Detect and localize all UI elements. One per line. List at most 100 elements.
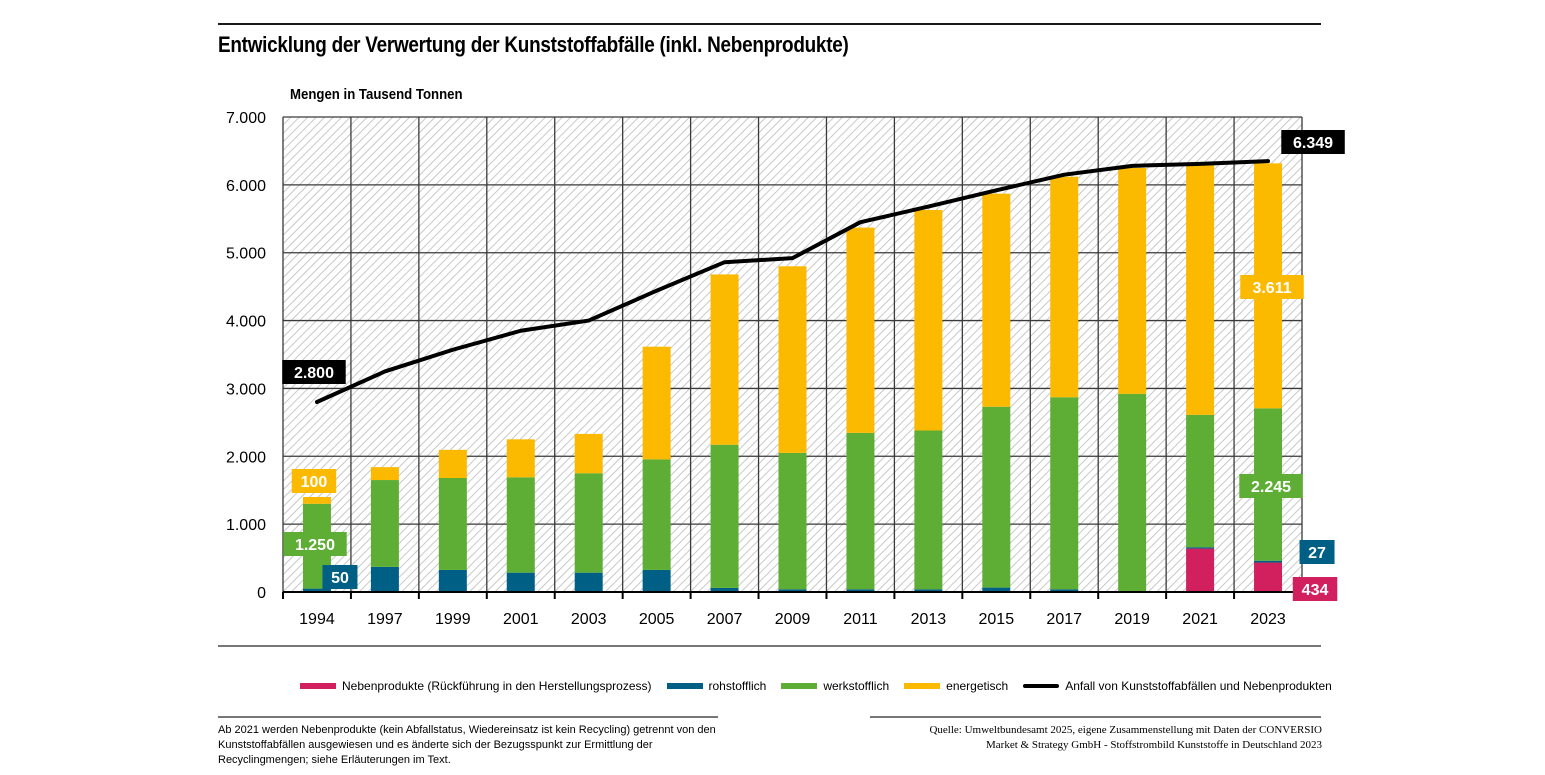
legend-swatch-rohstofflich bbox=[666, 683, 703, 689]
top-rule bbox=[218, 23, 1321, 25]
x-tick-label: 2017 bbox=[1046, 611, 1082, 628]
bar-segment-werkstofflich bbox=[778, 452, 807, 590]
bar-segment-energetisch bbox=[846, 227, 875, 433]
source-line-2: Market & Strategy GmbH - Stoffstrombild … bbox=[986, 739, 1322, 751]
legend-swatch-energetisch bbox=[904, 683, 941, 689]
bar-segment-rohstofflich bbox=[778, 589, 807, 592]
footer-rule-right bbox=[870, 716, 1321, 718]
bar-segment-werkstofflich bbox=[846, 432, 875, 590]
chart-title: Entwicklung der Verwertung der Kunststof… bbox=[218, 32, 849, 57]
footnote: Ab 2021 werden Nebenprodukte (kein Abfal… bbox=[218, 724, 716, 766]
bar-segment-nebenprodukte bbox=[1254, 562, 1283, 592]
x-axis-tick-labels: 1994 1997 1999 2001 2003 2005 2007 2009 2011 2013… bbox=[299, 611, 1286, 628]
x-tick-label: 2019 bbox=[1114, 611, 1150, 628]
divider bbox=[218, 645, 1321, 647]
x-tick-label: 2011 bbox=[843, 611, 878, 628]
x-tick-label: 2021 bbox=[1182, 611, 1218, 628]
legend-label: energetisch bbox=[946, 679, 1009, 693]
x-tick-label: 2003 bbox=[571, 611, 607, 628]
bar-segment-energetisch bbox=[710, 274, 739, 445]
bar-segment-rohstofflich bbox=[506, 572, 535, 592]
y-tick-label: 2.000 bbox=[226, 449, 266, 466]
y-tick-label: 4.000 bbox=[226, 314, 266, 331]
bar-segment-rohstofflich bbox=[914, 589, 943, 592]
data-label-line-2023-box bbox=[1281, 130, 1345, 154]
legend-label: Nebenprodukte (Rückführung in den Herste… bbox=[342, 679, 652, 693]
bar-segment-rohstofflich bbox=[846, 589, 875, 592]
legend-label: werkstofflich bbox=[823, 679, 890, 693]
bar-segment-werkstofflich bbox=[438, 478, 467, 570]
data-label-nebenprodukte-2023-box bbox=[1292, 577, 1338, 601]
x-tick-label: 2009 bbox=[775, 611, 811, 628]
data-label-rohstofflich-1994: 50 bbox=[331, 570, 349, 587]
bar-segment-nebenprodukte bbox=[1186, 548, 1215, 592]
bar-segment-werkstofflich bbox=[1186, 414, 1215, 548]
y-tick-label: 0 bbox=[257, 585, 266, 602]
bar-segment-rohstofflich bbox=[574, 572, 603, 592]
data-label-werkstofflich-1994: 1.250 bbox=[295, 537, 335, 554]
x-tick-label: 1997 bbox=[367, 611, 403, 628]
data-label-line-1994: 2.800 bbox=[294, 365, 334, 382]
legend-label: Anfall von Kunststoffabfällen und Nebenp… bbox=[1065, 679, 1332, 693]
bar-segment-werkstofflich bbox=[1050, 397, 1079, 590]
data-label-rohstofflich-1994-box bbox=[322, 565, 358, 589]
bar-segment-rohstofflich bbox=[642, 569, 671, 592]
bar-segment-rohstofflich bbox=[438, 569, 467, 592]
legend-item-line: Anfall von Kunststoffabfällen und Nebenp… bbox=[1023, 679, 1332, 693]
total-line-path bbox=[314, 159, 1271, 404]
bar-segment-rohstofflich bbox=[1050, 589, 1079, 592]
data-label-energetisch-2023: 3.611 bbox=[1252, 280, 1291, 297]
x-tick-label: 2023 bbox=[1250, 611, 1286, 628]
x-tick-label: 2013 bbox=[911, 611, 947, 628]
bar-segment-rohstofflich bbox=[982, 587, 1011, 592]
total-line bbox=[314, 159, 1271, 404]
legend: Nebenprodukte (Rückführung in den Herste… bbox=[300, 679, 1347, 693]
footer-rule-left bbox=[218, 716, 718, 718]
x-tick-label: 1994 bbox=[299, 611, 335, 628]
y-tick-label: 3.000 bbox=[226, 381, 266, 398]
x-tick-label: 2005 bbox=[639, 611, 675, 628]
bar-segment-rohstofflich bbox=[1186, 547, 1215, 549]
legend-swatch-nebenprodukte bbox=[300, 683, 336, 689]
data-label-line-2023: 6.349 bbox=[1293, 135, 1333, 152]
bar-segment-werkstofflich bbox=[914, 430, 943, 590]
data-labels: 100 1.250 50 2.800 6.349 3.611 2.245 27 434 bbox=[282, 130, 1345, 601]
source-line-1: Quelle: Umweltbundesamt 2025, eigene Zus… bbox=[929, 724, 1322, 736]
y-axis-tick-labels: 0 1.000 2.000 3.000 4.000 5.000 6.000 7.000 bbox=[226, 110, 266, 602]
bar-segment-energetisch bbox=[574, 433, 603, 474]
bar-segment-energetisch bbox=[1186, 165, 1215, 415]
bar-segment-energetisch bbox=[1050, 176, 1079, 398]
bar-segment-energetisch bbox=[642, 346, 671, 460]
bar-segment-energetisch bbox=[1118, 167, 1147, 394]
data-label-energetisch-2023-box bbox=[1240, 275, 1304, 299]
data-label-nebenprodukte-2023: 434 bbox=[1302, 582, 1329, 599]
source-note: Quelle: Umweltbundesamt 2025, eigene Zus… bbox=[860, 723, 1322, 753]
data-label-werkstofflich-2023: 2.245 bbox=[1251, 479, 1291, 496]
bar-segment-rohstofflich bbox=[710, 587, 739, 592]
x-tick-label: 2001 bbox=[503, 611, 539, 628]
bar-segment-werkstofflich bbox=[710, 444, 739, 588]
bars bbox=[302, 163, 1283, 592]
bar-segment-rohstofflich bbox=[370, 566, 399, 592]
bar-segment-werkstofflich bbox=[574, 473, 603, 573]
legend-swatch-line bbox=[1023, 684, 1060, 688]
x-tick-label: 2007 bbox=[707, 611, 743, 628]
data-label-line-1994-box bbox=[282, 360, 346, 384]
data-label-werkstofflich-2023-box bbox=[1239, 474, 1303, 498]
y-tick-label: 6.000 bbox=[226, 178, 266, 195]
bar-segment-werkstofflich bbox=[1118, 393, 1147, 592]
data-label-energetisch-1994-box bbox=[291, 469, 337, 493]
bar-segment-werkstofflich bbox=[506, 477, 535, 573]
data-label-rohstofflich-2023: 27 bbox=[1308, 545, 1326, 562]
bar-segment-energetisch bbox=[914, 209, 943, 431]
bar-segment-energetisch bbox=[302, 497, 331, 504]
bar-segment-energetisch bbox=[438, 449, 467, 478]
bar-segment-werkstofflich bbox=[982, 406, 1011, 588]
legend-item-nebenprodukte: Nebenprodukte (Rückführung in den Herste… bbox=[300, 679, 652, 693]
data-label-rohstofflich-2023-box bbox=[1299, 540, 1335, 564]
bar-segment-rohstofflich bbox=[302, 588, 331, 592]
bar-segment-energetisch bbox=[778, 266, 807, 453]
legend-item-werkstofflich: werkstofflich bbox=[781, 679, 889, 693]
legend-label: rohstofflich bbox=[708, 679, 767, 693]
